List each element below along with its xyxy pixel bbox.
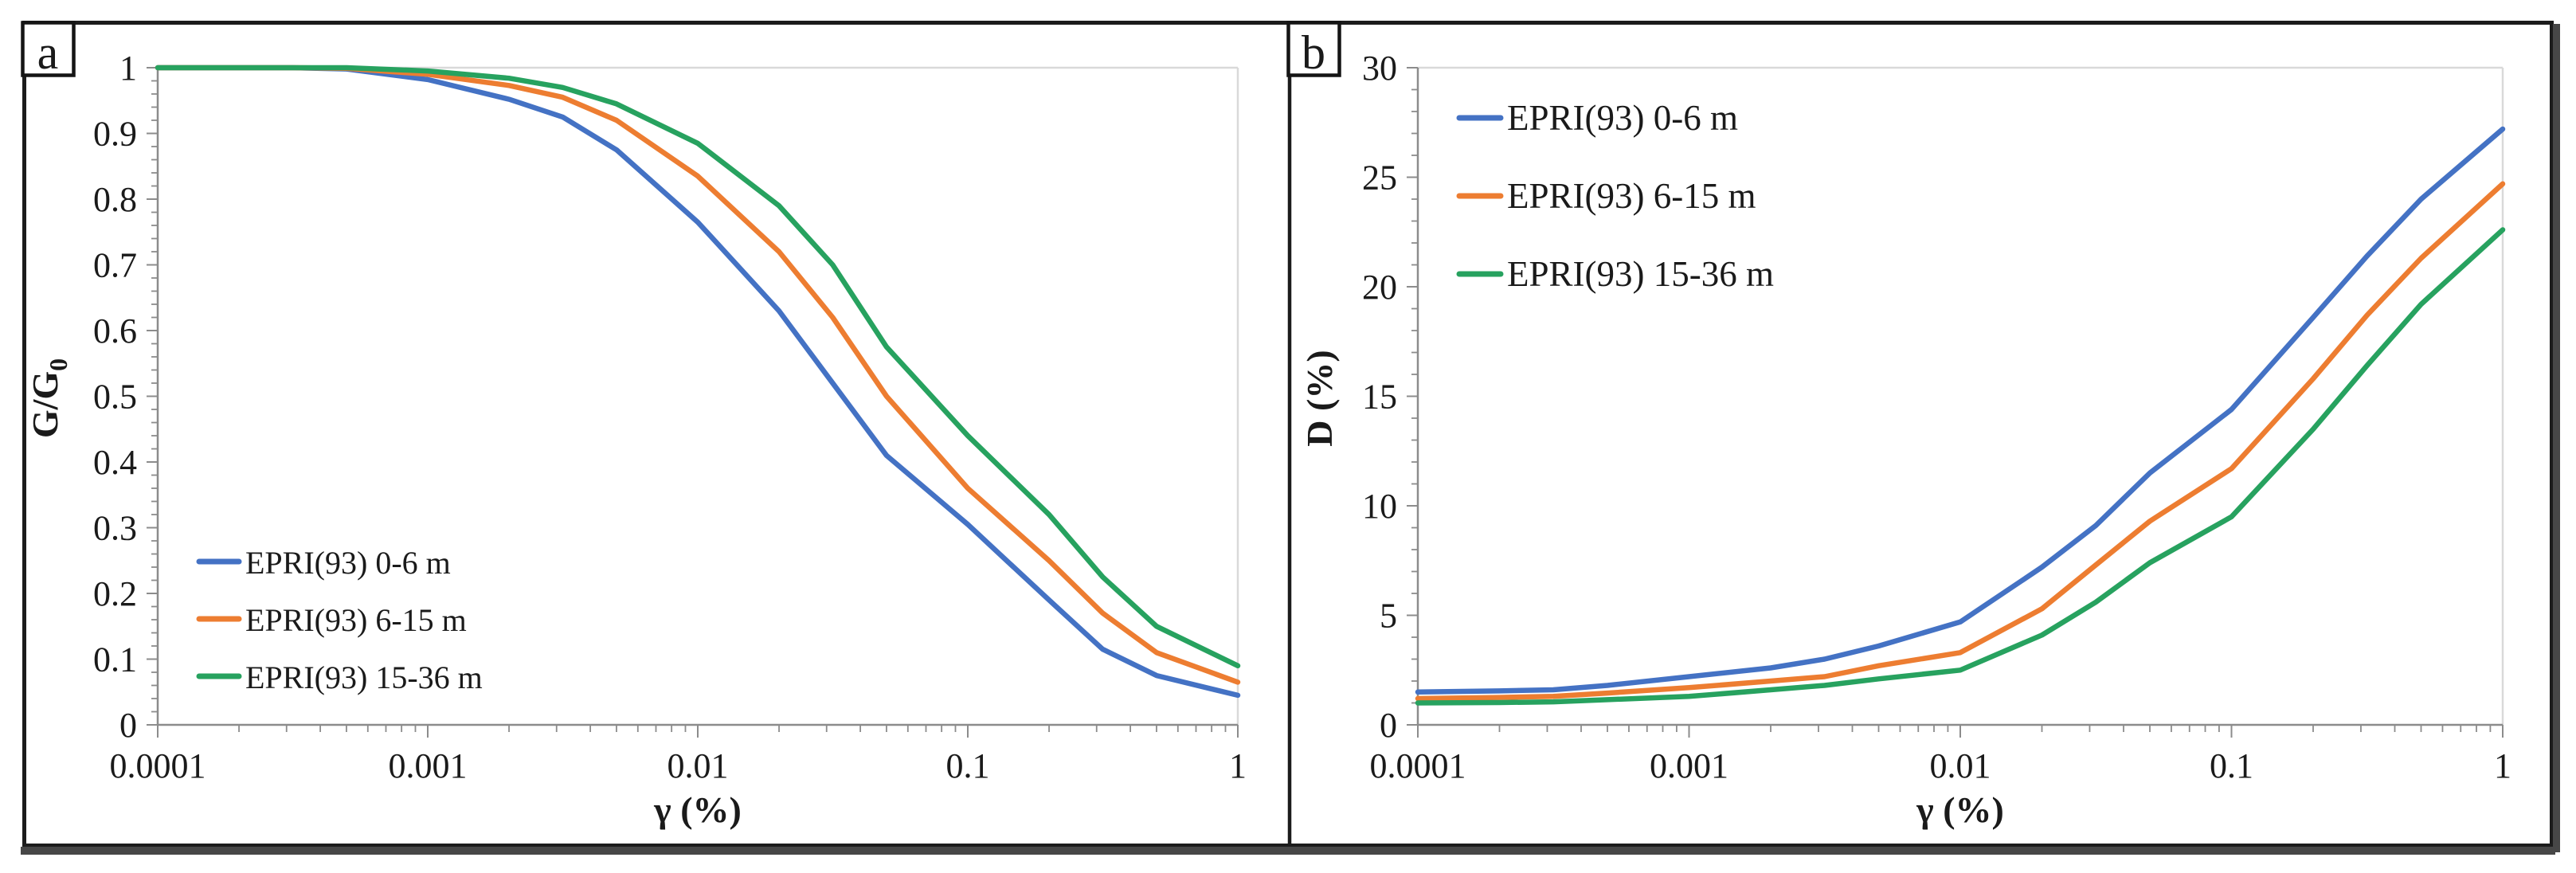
x-tick-label: 0.0001 — [1370, 746, 1466, 785]
legend: EPRI(93) 0-6 m EPRI(93) 6-15 m EPRI(93) 15… — [1456, 98, 1774, 294]
legend: EPRI(93) 0-6 m EPRI(93) 6-15 m EPRI(93) 15… — [196, 545, 483, 695]
y-tick-label: 10 — [1362, 487, 1397, 526]
figure-shadow-bottom — [21, 847, 2555, 855]
y-tick-label: 25 — [1362, 159, 1397, 198]
panel-label-box — [1286, 21, 1341, 77]
y-tick-label: 0 — [1380, 706, 1397, 745]
x-tick-label: 0.001 — [1650, 746, 1728, 785]
curve-epri-93-0-6-m — [1415, 126, 2506, 695]
x-tick-label: 0.0001 — [110, 746, 206, 785]
panel-label-box — [21, 21, 76, 77]
curve-epri-93-15-36-m — [155, 65, 1241, 669]
legend-label: EPRI(93) 15-36 m — [1507, 254, 1774, 294]
panel-label-letter: a — [37, 26, 59, 79]
curve-epri-93-0-6-m — [155, 65, 1241, 699]
y-tick-label: 5 — [1380, 597, 1397, 636]
x-tick-label: 0.001 — [389, 746, 468, 785]
legend-label: EPRI(93) 0-6 m — [1507, 98, 1738, 138]
y-tick-label: 0.4 — [93, 443, 137, 482]
y-tick-label: 0.9 — [93, 115, 137, 154]
x-tick-label: 0.1 — [2210, 746, 2253, 785]
y-tick-label: 0.1 — [93, 640, 137, 679]
y-tick-label: 0.6 — [93, 311, 137, 350]
y-axis-title-main: G/G — [25, 371, 65, 438]
panel-b: 0 5 10 15 20 25 30 0.0001 0.001 0.01 0.1 1 γ (%) D (%… — [1286, 21, 2511, 830]
panel-label-letter: b — [1302, 26, 1325, 79]
legend-label: EPRI(93) 15-36 m — [245, 660, 483, 695]
y-tick-label: 0.2 — [93, 574, 137, 613]
curve-epri-93-6-15-m — [155, 65, 1241, 685]
panel-a: 0 0.1 0.2 0.3 0.4 0.5 0.6 0.7 0.8 0.9 1 0.0001 0.001… — [21, 21, 1247, 830]
x-tick-label: 0.1 — [946, 746, 990, 785]
y-tick-label: 0.5 — [93, 378, 137, 417]
x-tick-label: 0.01 — [667, 746, 729, 785]
x-tick-label: 1 — [2494, 746, 2511, 785]
x-axis-title: γ (%) — [1916, 789, 2004, 830]
x-tick-label: 0.01 — [1930, 746, 1991, 785]
y-axis-title-subscript: 0 — [44, 358, 72, 371]
legend-label: EPRI(93) 6-15 m — [245, 602, 467, 638]
figure-shadow-right — [2553, 24, 2560, 852]
legend-label: EPRI(93) 0-6 m — [245, 545, 451, 581]
y-tick-label: 0 — [119, 706, 137, 745]
y-tick-label: 30 — [1362, 49, 1397, 88]
y-tick-label: 1 — [119, 49, 137, 88]
legend-label: EPRI(93) 6-15 m — [1507, 176, 1756, 216]
y-axis-title-main: D (%) — [1299, 350, 1340, 446]
y-axis-title: D (%) — [1299, 350, 1340, 446]
x-axis-title: γ (%) — [653, 789, 742, 830]
y-tick-label: 20 — [1362, 268, 1397, 307]
y-tick-label: 0.7 — [93, 246, 137, 285]
x-tick-label: 1 — [1229, 746, 1247, 785]
y-tick-label: 0.8 — [93, 180, 137, 219]
y-tick-label: 15 — [1362, 378, 1397, 417]
y-tick-label: 0.3 — [93, 509, 137, 548]
curve-epri-93-6-15-m — [1415, 181, 2506, 702]
y-axis-title: G/G0 — [25, 358, 72, 438]
curve-epri-93-15-36-m — [1415, 227, 2506, 706]
